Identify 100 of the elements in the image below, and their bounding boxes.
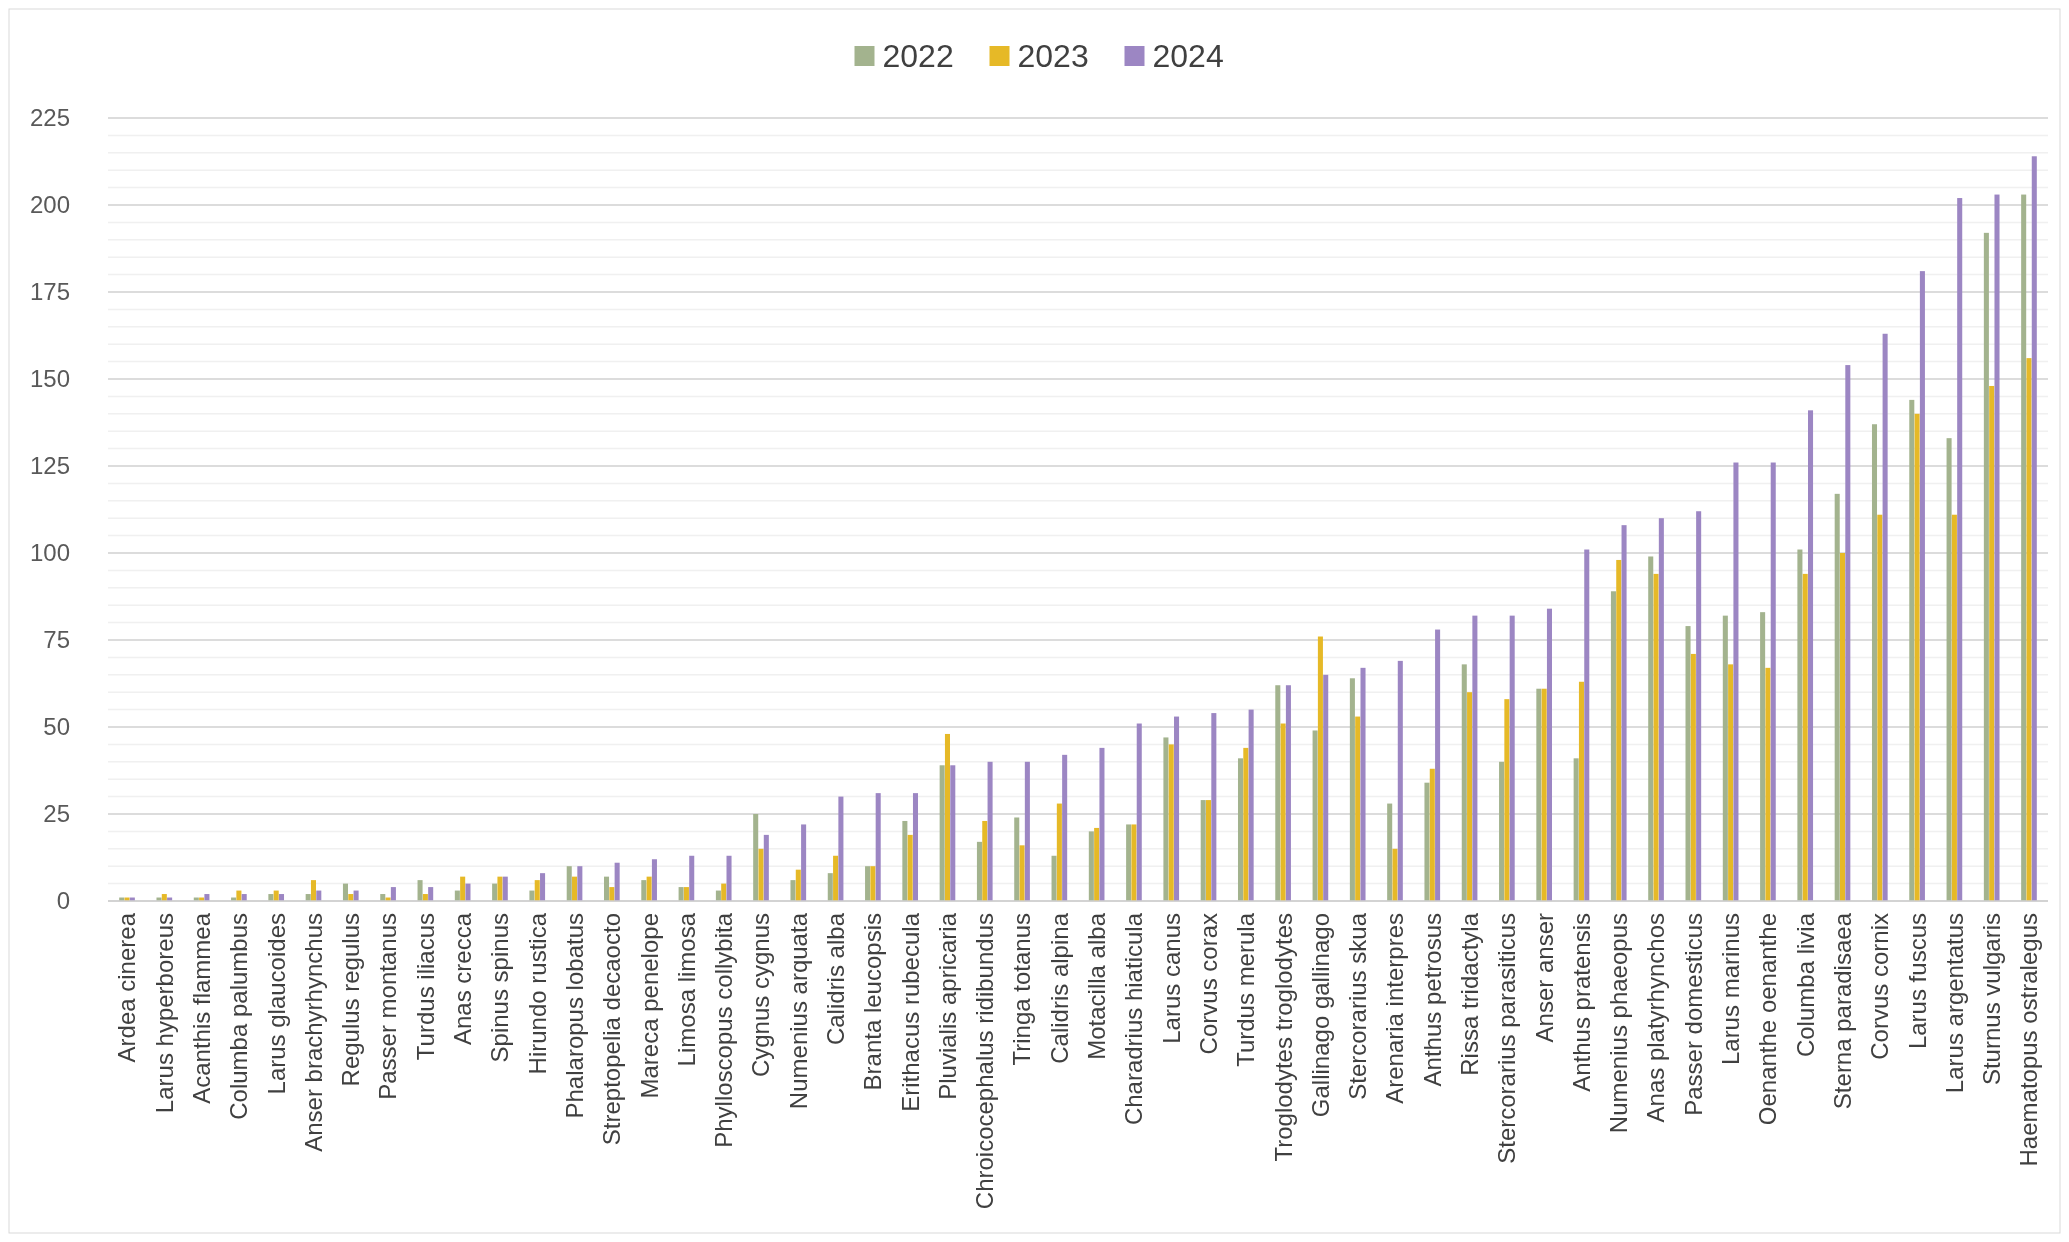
x-tick-label: Corvus cornix xyxy=(1866,913,1894,1060)
bar xyxy=(1839,553,1846,901)
x-tick-label: Spinus spinus xyxy=(486,913,514,1063)
bar xyxy=(1728,664,1734,901)
bar xyxy=(1770,462,1776,901)
bar xyxy=(801,824,807,901)
bar xyxy=(1323,674,1329,901)
bar xyxy=(1275,685,1281,901)
x-tick-label: Phylloscopus collybita xyxy=(710,912,738,1148)
bar xyxy=(827,873,833,901)
x-tick-label: Larus canus xyxy=(1157,913,1185,1044)
x-tick-label: Motacilla alba xyxy=(1083,912,1111,1060)
bar xyxy=(2031,156,2037,901)
x-tick-label: Ardea cinerea xyxy=(113,912,141,1063)
bar xyxy=(1248,709,1254,901)
x-tick-label: Sterna paradisaea xyxy=(1828,912,1856,1110)
bar xyxy=(2026,358,2032,901)
bar xyxy=(1914,413,1920,901)
bar xyxy=(833,855,839,901)
bar xyxy=(1237,758,1244,901)
bar xyxy=(1653,573,1659,901)
bar xyxy=(1387,803,1393,901)
bar xyxy=(1312,730,1318,901)
bar xyxy=(1317,636,1323,901)
bar xyxy=(1099,747,1105,901)
bar xyxy=(1062,754,1068,901)
bar xyxy=(540,873,546,901)
bar xyxy=(1536,688,1542,901)
bar xyxy=(1797,549,1803,901)
bar xyxy=(1280,723,1286,901)
x-tick-label: Anthus pratensis xyxy=(1567,913,1595,1092)
bar xyxy=(1957,198,1963,901)
y-tick-label: 125 xyxy=(29,452,70,480)
bar xyxy=(651,859,657,901)
bar xyxy=(726,855,732,901)
bar xyxy=(1871,424,1878,901)
x-tick-label: Larus fuscus xyxy=(1903,913,1931,1050)
x-tick-label: Cygnus cygnus xyxy=(747,913,775,1078)
bar xyxy=(1051,855,1057,901)
x-tick-label: Passer domesticus xyxy=(1679,913,1707,1116)
bar xyxy=(1696,511,1702,901)
bar xyxy=(1733,462,1739,901)
bar xyxy=(838,796,844,901)
x-tick-label: Larus hyperboreus xyxy=(150,913,178,1114)
y-tick-label: 150 xyxy=(29,365,70,393)
bar xyxy=(1690,653,1696,901)
bar xyxy=(577,866,583,901)
y-tick-label: 100 xyxy=(29,539,70,567)
x-tick-label: Erithacus rubecula xyxy=(896,912,924,1112)
bar xyxy=(1989,385,1995,901)
x-tick-label: Troglodytes troglodytes xyxy=(1269,913,1297,1162)
bar xyxy=(1919,271,1925,901)
x-tick-label: Anser brachyrhynchus xyxy=(299,913,327,1152)
bar xyxy=(1573,758,1579,901)
x-tick-label: Larus glaucoides xyxy=(262,913,290,1095)
bar xyxy=(641,880,647,901)
bar xyxy=(907,834,913,901)
bar xyxy=(1056,803,1062,901)
bar xyxy=(1285,685,1291,901)
bar xyxy=(865,866,871,901)
bar xyxy=(1509,615,1515,901)
bar xyxy=(1765,667,1771,901)
bar xyxy=(614,862,620,901)
bar xyxy=(1088,831,1094,901)
x-tick-label: Passer montanus xyxy=(374,913,402,1100)
bar xyxy=(1648,556,1654,901)
bar xyxy=(1397,660,1403,901)
bar xyxy=(1429,768,1435,901)
bar xyxy=(790,880,796,901)
bar xyxy=(417,880,423,901)
bar xyxy=(1435,629,1441,901)
x-tick-label: Branta leucopsis xyxy=(859,913,887,1091)
x-tick-label: Calidris alba xyxy=(821,912,849,1046)
bar xyxy=(753,814,759,901)
bar xyxy=(1019,845,1025,901)
x-tick-label: Streptopelia decaocto xyxy=(598,913,626,1146)
y-tick-label: 0 xyxy=(56,887,70,915)
bar xyxy=(1355,716,1361,901)
bar xyxy=(678,887,684,901)
y-tick-label: 225 xyxy=(29,104,70,132)
x-tick-label: Columba livia xyxy=(1791,912,1819,1058)
bar xyxy=(1946,438,1952,901)
bar xyxy=(1360,667,1366,901)
legend-label: 2024 xyxy=(1152,38,1224,75)
bar xyxy=(721,883,727,901)
bar xyxy=(1200,800,1206,901)
bar xyxy=(572,876,578,901)
x-tick-label: Arenaria interpres xyxy=(1381,913,1409,1104)
bar xyxy=(1163,737,1169,901)
bar xyxy=(1461,664,1467,901)
x-tick-label: Charadrius hiaticula xyxy=(1120,912,1148,1126)
bar xyxy=(870,866,876,901)
bar xyxy=(1174,716,1180,901)
x-tick-label: Stercorarius skua xyxy=(1344,912,1372,1100)
bar xyxy=(342,883,348,901)
bar xyxy=(1499,761,1505,901)
bar xyxy=(1621,525,1627,901)
bar xyxy=(1024,761,1030,901)
x-tick-label: Gallinago gallinago xyxy=(1306,913,1334,1118)
x-tick-label: Corvus corax xyxy=(1194,913,1222,1055)
